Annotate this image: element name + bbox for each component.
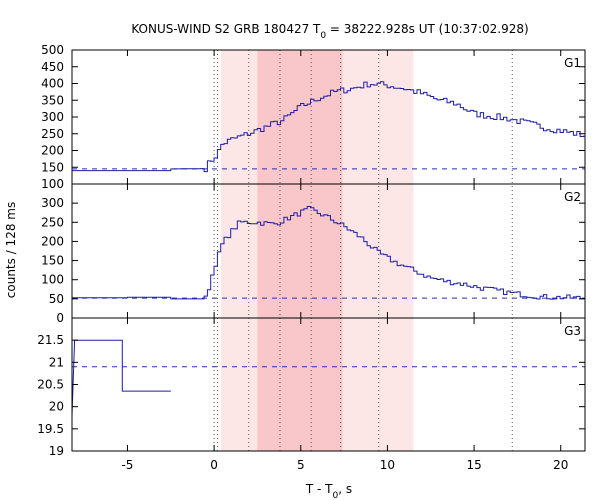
y-tick-label-g1: 150 (41, 160, 64, 174)
y-tick-label-g1: 350 (41, 93, 64, 107)
x-tick-label: -5 (121, 458, 133, 472)
x-tick-label: 10 (380, 458, 395, 472)
y-tick-label-g3: 19 (49, 444, 64, 458)
light-curve-g2 (72, 206, 585, 300)
x-tick-label: 15 (466, 458, 481, 472)
x-tick-label: 0 (210, 458, 218, 472)
y-tick-label-g2: 200 (41, 234, 64, 248)
x-tick-label: 20 (553, 458, 568, 472)
y-tick-label-g2: 300 (41, 196, 64, 210)
panel-label-g2: G2 (564, 190, 581, 204)
y-tick-label-g3: 19.5 (37, 422, 64, 436)
light-curve-g3 (71, 339, 171, 416)
x-tick-label: 5 (297, 458, 305, 472)
y-tick-label-g1: 500 (41, 43, 64, 57)
light-curve-g1 (72, 81, 585, 173)
y-tick-label-g3: 20 (49, 400, 64, 414)
y-tick-label-g1: 250 (41, 127, 64, 141)
x-axis-title: T - T0, s (305, 482, 352, 500)
y-tick-label-g1: 200 (41, 144, 64, 158)
y-tick-label-g3: 21.5 (37, 333, 64, 347)
y-tick-label-g2: 100 (41, 273, 64, 287)
y-tick-label-g3: 21 (49, 355, 64, 369)
panel-label-g3: G3 (564, 324, 581, 338)
y-tick-label-g1: 300 (41, 110, 64, 124)
y-tick-label-g2: 150 (41, 254, 64, 268)
y-tick-label-g1: 450 (41, 60, 64, 74)
panel-label-g1: G1 (564, 56, 581, 70)
chart-title: KONUS-WIND S2 GRB 180427 T0 = 38222.928s… (131, 22, 528, 41)
y-tick-label-g2: 0 (56, 311, 64, 325)
y-tick-label-g3: 20.5 (37, 378, 64, 392)
y-axis-title: counts / 128 ms (4, 202, 18, 298)
y-tick-label-g1: 100 (41, 177, 64, 191)
y-tick-label-g1: 400 (41, 77, 64, 91)
y-tick-label-g2: 250 (41, 215, 64, 229)
y-tick-label-g2: 50 (49, 292, 64, 306)
interval-highlight-dark (257, 50, 343, 451)
